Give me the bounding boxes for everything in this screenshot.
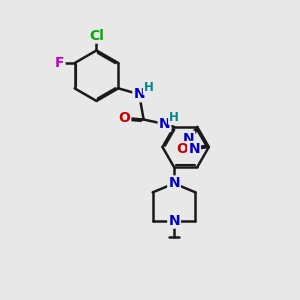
Text: H: H (169, 111, 179, 124)
Text: N: N (188, 142, 200, 156)
Text: O: O (118, 111, 130, 125)
Text: N: N (168, 214, 180, 228)
Text: F: F (55, 56, 64, 70)
Text: N: N (134, 87, 145, 101)
Text: H: H (144, 81, 154, 94)
Text: N: N (168, 176, 180, 190)
Text: O: O (176, 142, 188, 156)
Text: N: N (182, 132, 194, 146)
Text: N: N (159, 117, 170, 131)
Text: Cl: Cl (89, 28, 104, 43)
